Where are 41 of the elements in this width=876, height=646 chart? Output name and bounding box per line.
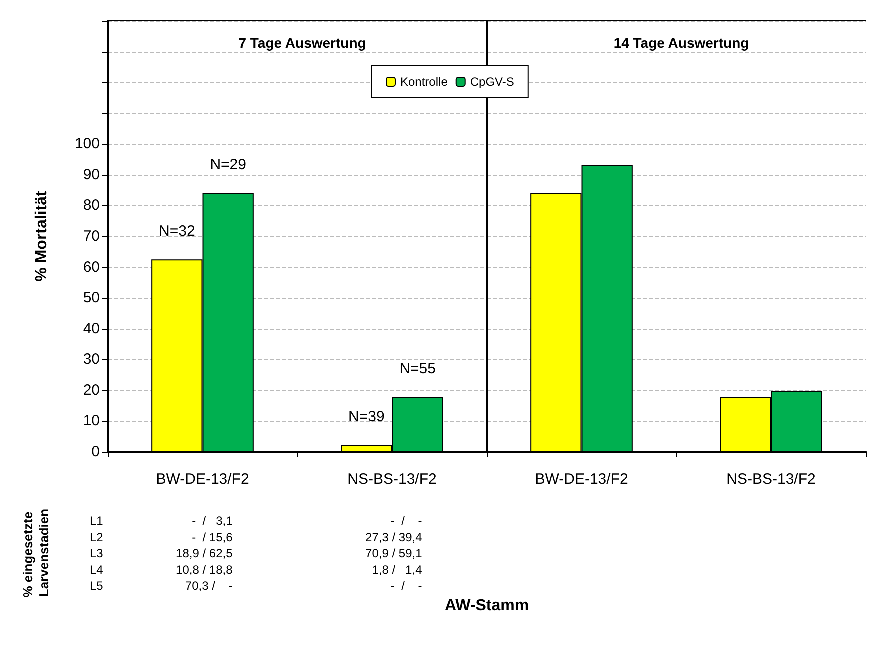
text: L4	[90, 562, 104, 577]
legend-label: Kontrolle	[400, 75, 448, 89]
y-tick-label: 90	[83, 166, 100, 184]
x-tick-label: BW-DE-13/F2	[156, 471, 250, 488]
y-tick-label: 70	[83, 228, 100, 245]
y-tick-label: 100	[74, 136, 100, 153]
y-axis-title: % Mortalität	[34, 190, 50, 282]
text: 10,8 / 18,8	[176, 562, 234, 577]
text: - / -	[390, 579, 422, 594]
text: L2	[90, 530, 104, 544]
y-tick-label: 60	[83, 258, 100, 276]
text: 27,3 / 39,4	[366, 530, 423, 544]
text: L5	[90, 579, 104, 594]
text: AW-Stamm	[444, 598, 530, 614]
y-tick-label: 50	[83, 290, 100, 307]
text: - / -	[390, 514, 422, 528]
annotation: N=55	[400, 360, 436, 378]
y-tick-label: 40	[83, 320, 100, 338]
text: - / 3,1	[192, 514, 234, 528]
annotation: N=29	[210, 156, 246, 174]
legend-label: CpGV-S	[470, 75, 514, 89]
y-tick-label: 20	[83, 382, 100, 399]
text: 7 Tage Auswertung	[238, 35, 366, 51]
text: 70,9 / 59,1	[366, 546, 423, 561]
text: 1,8 / 1,4	[372, 562, 423, 577]
x-tick-label: NS-BS-13/F2	[348, 471, 437, 488]
text: 18,9 / 62,5	[176, 546, 234, 561]
annotation: N=39	[348, 408, 385, 426]
text: 14 Tage Auswertung	[614, 35, 750, 51]
text: - / 15,6	[192, 530, 234, 544]
text: L1	[90, 514, 104, 528]
text: % eingesetzte Larvenstadien	[20, 508, 52, 598]
text: L3	[90, 546, 104, 561]
y-tick-label: 30	[83, 351, 100, 368]
annotation: N=32	[159, 223, 196, 240]
y-tick-label: 0	[92, 444, 100, 460]
y-tick-label: 80	[83, 197, 100, 214]
x-tick-label: BW-DE-13/F2	[535, 471, 628, 488]
x-tick-label: NS-BS-13/F2	[726, 471, 816, 488]
text: 70,3 / -	[185, 579, 233, 594]
y-tick-label: 10	[83, 412, 100, 430]
